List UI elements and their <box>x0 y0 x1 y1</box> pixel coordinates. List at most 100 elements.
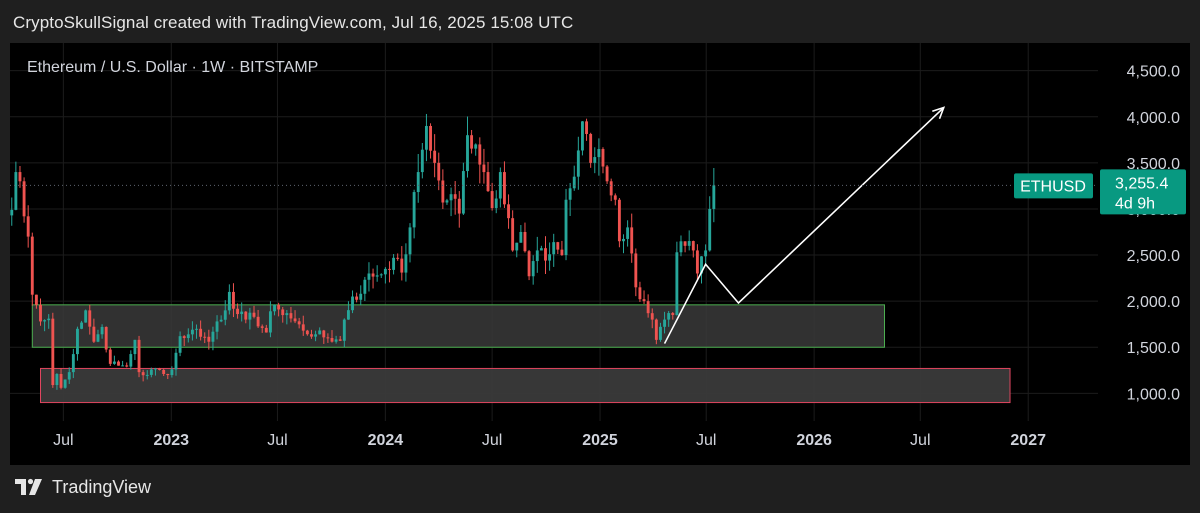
candle-body <box>494 198 498 209</box>
candle-body <box>158 368 162 370</box>
candle-body <box>22 181 26 217</box>
candle-body <box>453 194 457 199</box>
candle-body <box>626 227 630 239</box>
candle-body <box>671 313 675 315</box>
candle-body <box>556 242 560 250</box>
candle-body <box>367 273 371 280</box>
candle-body <box>281 309 285 316</box>
candle-body <box>375 275 379 277</box>
candle-body <box>137 339 141 373</box>
y-tick-label: 3,500.0 <box>1127 156 1180 173</box>
candle-body <box>199 328 203 337</box>
symbol-tag-label: ETHUSD <box>1020 178 1086 195</box>
candle-body <box>223 310 227 320</box>
candle-body <box>404 254 408 273</box>
candle-body <box>359 293 363 300</box>
candle-body <box>133 339 137 355</box>
candle-body <box>486 172 490 192</box>
tradingview-brand-label[interactable]: TradingView <box>52 476 152 497</box>
candle-body <box>121 365 125 367</box>
candle-body <box>277 304 281 310</box>
y-tick-label: 1,500.0 <box>1127 340 1180 357</box>
candle-body <box>285 313 289 316</box>
candle-body <box>478 144 482 165</box>
candle-body <box>219 319 223 322</box>
candle-body <box>687 241 691 246</box>
candle-body <box>129 354 133 367</box>
candle-body <box>14 172 18 210</box>
candle-body <box>190 329 194 335</box>
candle-body <box>51 318 55 386</box>
candle-body <box>441 180 445 203</box>
support-zone <box>31 304 886 348</box>
candle-body <box>100 326 104 335</box>
candle-body <box>260 326 264 328</box>
candle-body <box>646 301 650 314</box>
candle-body <box>125 365 129 367</box>
candle-body <box>326 337 330 339</box>
candle-body <box>26 216 30 237</box>
candle-body <box>519 232 523 243</box>
candle-body <box>338 339 342 341</box>
candle-body <box>470 135 474 149</box>
candle-body <box>310 334 313 337</box>
x-tick-label: Jul <box>267 432 287 449</box>
candle-body <box>622 238 625 242</box>
candle-body <box>498 172 502 199</box>
candle-body <box>523 232 527 252</box>
candle-body <box>568 188 572 200</box>
candle-body <box>289 313 293 319</box>
candle-body <box>55 373 59 386</box>
candle-body <box>412 192 416 228</box>
candle-body <box>654 319 658 340</box>
candle-body <box>322 330 326 338</box>
candle-body <box>39 304 42 322</box>
candle-body <box>659 326 662 340</box>
candle-body <box>695 250 699 274</box>
candle-body <box>400 258 404 273</box>
candle-body <box>527 251 531 277</box>
candle-body <box>301 324 305 331</box>
candle-body <box>76 328 79 355</box>
x-tick-label: Jul <box>53 432 73 449</box>
candle-body <box>170 369 174 376</box>
candle-body <box>388 268 391 270</box>
candle-body <box>691 241 695 251</box>
candle-body <box>166 373 170 376</box>
candle-body <box>449 194 453 201</box>
candle-body <box>207 336 211 342</box>
x-tick-label: 2026 <box>796 432 832 449</box>
candle-body <box>236 308 240 315</box>
y-tick-label: 4,000.0 <box>1127 110 1180 127</box>
candle-body <box>264 327 268 333</box>
attribution-header: CryptoSkullSignal created with TradingVi… <box>13 13 574 32</box>
candle-body <box>67 372 71 380</box>
candle-body <box>712 185 716 209</box>
chart-canvas[interactable]: 1,000.01,500.02,000.02,500.03,000.03,500… <box>10 43 1190 465</box>
candle-body <box>244 311 248 320</box>
candle-body <box>507 204 510 219</box>
candle-body <box>112 361 116 364</box>
candle-body <box>433 150 437 163</box>
candle-body <box>704 250 708 257</box>
countdown-label: 4d 9h <box>1115 195 1155 212</box>
candle-body <box>503 172 506 205</box>
candle-body <box>511 218 515 251</box>
candle-body <box>576 150 580 177</box>
candle-body <box>461 171 465 214</box>
candle-body <box>80 322 83 329</box>
candle-body <box>560 249 564 256</box>
candle-body <box>371 273 375 277</box>
candle-body <box>154 368 157 370</box>
candle-body <box>141 372 145 376</box>
x-tick-label: 2025 <box>582 432 618 449</box>
candle-body <box>613 195 617 200</box>
candle-body <box>252 312 256 317</box>
candle-body <box>383 268 387 275</box>
last-price-value: 3,255.4 <box>1115 175 1168 192</box>
candle-body <box>700 256 703 274</box>
candle-body <box>318 330 322 335</box>
candle-body <box>589 133 593 163</box>
candle-body <box>548 254 552 261</box>
candle-body <box>445 200 449 203</box>
